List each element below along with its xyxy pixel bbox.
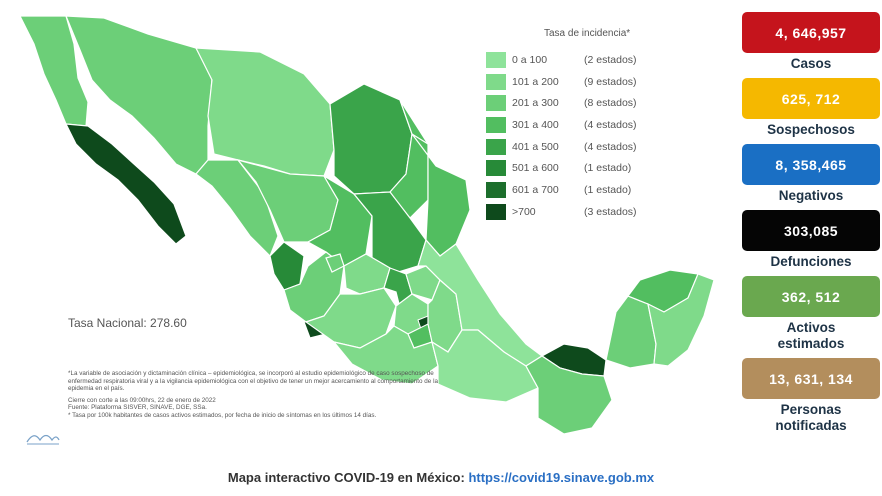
legend-swatch [486,51,506,68]
state-sinaloa [195,159,279,258]
legend-range: 101 a 200 [512,75,559,88]
legend-range: >700 [512,205,536,218]
legend: Tasa de incidencia* 0 a 100 (2 estados) 10… [486,28,666,223]
legend-range: 301 a 400 [512,118,559,131]
legend-count: (8 estados) [584,97,637,110]
footer-line: Fuente: Plataforma SISVER, SINAVE, DGE, … [68,404,207,412]
legend-range: 601 a 700 [512,183,559,196]
legend-count: (3 estados) [584,205,637,218]
mexico-incidence-map[interactable] [8,4,726,456]
bottom-text: Mapa interactivo COVID-19 en México: [227,470,469,485]
legend-item: 401 a 500 (4 estados) [486,136,666,158]
stat-label: Personas notificadas [775,402,847,433]
map-panel: Tasa de incidencia* 0 a 100 (2 estados) 10… [8,4,726,456]
legend-count: (4 estados) [584,140,637,153]
stat-label: Sospechosos [767,122,855,137]
legend-item: 601 a 700 (1 estado) [486,179,666,201]
legend-swatch [486,116,506,133]
legend-swatch [486,138,506,155]
stat-value: 8, 358,465 [742,144,880,185]
legend-count: (9 estados) [584,75,637,88]
legend-count: (1 estado) [584,183,632,196]
legend-count: (4 estados) [584,118,637,131]
legend-swatch [486,160,506,177]
legend-range: 0 a 100 [512,53,548,66]
legend-swatch [486,181,506,198]
stat-value: 362, 512 [742,276,880,317]
legend-swatch [486,73,506,90]
stat-label: Defunciones [770,254,852,269]
state-guerrero [332,325,439,385]
legend-title: Tasa de incidencia* [544,28,631,39]
legend-swatch [486,203,506,220]
state-quintana-roo [647,273,715,367]
legend-swatch [486,95,506,112]
legend-count: (1 estado) [584,162,632,175]
footer-line: Cierre con corte a las 09:00hrs, 22 de e… [68,396,216,404]
note-text: *La variable de asociación y dictaminaci… [68,370,438,393]
stat-card: 13, 631, 134 Personas notificadas [742,358,880,434]
stat-label: Activos estimados [777,320,845,351]
stat-value: 303,085 [742,210,880,251]
legend-count: (2 estados) [584,53,637,66]
stat-card: 303,085 Defunciones [742,210,880,270]
stat-card: 625, 712 Sospechosos [742,78,880,138]
state-chiapas [525,355,613,435]
legend-item: 201 a 300 (8 estados) [486,92,666,114]
stats-panel: 4, 646,957 Casos 625, 712 Sospechosos 8, 358… [742,12,880,440]
national-rate: Tasa Nacional: 278.60 [68,316,187,330]
stat-card: 362, 512 Activos estimados [742,276,880,352]
state-jalisco [283,251,345,323]
notes: *La variable de asociación y dictaminaci… [68,370,438,420]
bottom-bar: Mapa interactivo COVID-19 en México: htt… [0,470,882,485]
legend-item: >700 (3 estados) [486,201,666,223]
legend-item: 501 a 600 (1 estado) [486,157,666,179]
stat-card: 4, 646,957 Casos [742,12,880,72]
stat-card: 8, 358,465 Negativos [742,144,880,204]
state-nayarit [269,241,305,291]
state-chihuahua [194,47,335,177]
state-baja-california-sur [64,123,187,245]
site-link[interactable]: https://covid19.sinave.gob.mx [468,470,655,485]
legend-range: 201 a 300 [512,97,559,110]
legend-item: 0 a 100 (2 estados) [486,49,666,71]
legend-item: 301 a 400 (4 estados) [486,114,666,136]
stat-value: 4, 646,957 [742,12,880,53]
stat-value: 13, 631, 134 [742,358,880,399]
legend-item: 101 a 200 (9 estados) [486,71,666,93]
footer-line: * Tasa por 100k habitantes de casos acti… [68,411,377,419]
stat-value: 625, 712 [742,78,880,119]
logo-icon [26,434,60,445]
legend-range: 501 a 600 [512,162,559,175]
stat-label: Negativos [778,188,844,203]
stat-label: Casos [790,56,832,71]
legend-range: 401 a 500 [512,140,559,153]
